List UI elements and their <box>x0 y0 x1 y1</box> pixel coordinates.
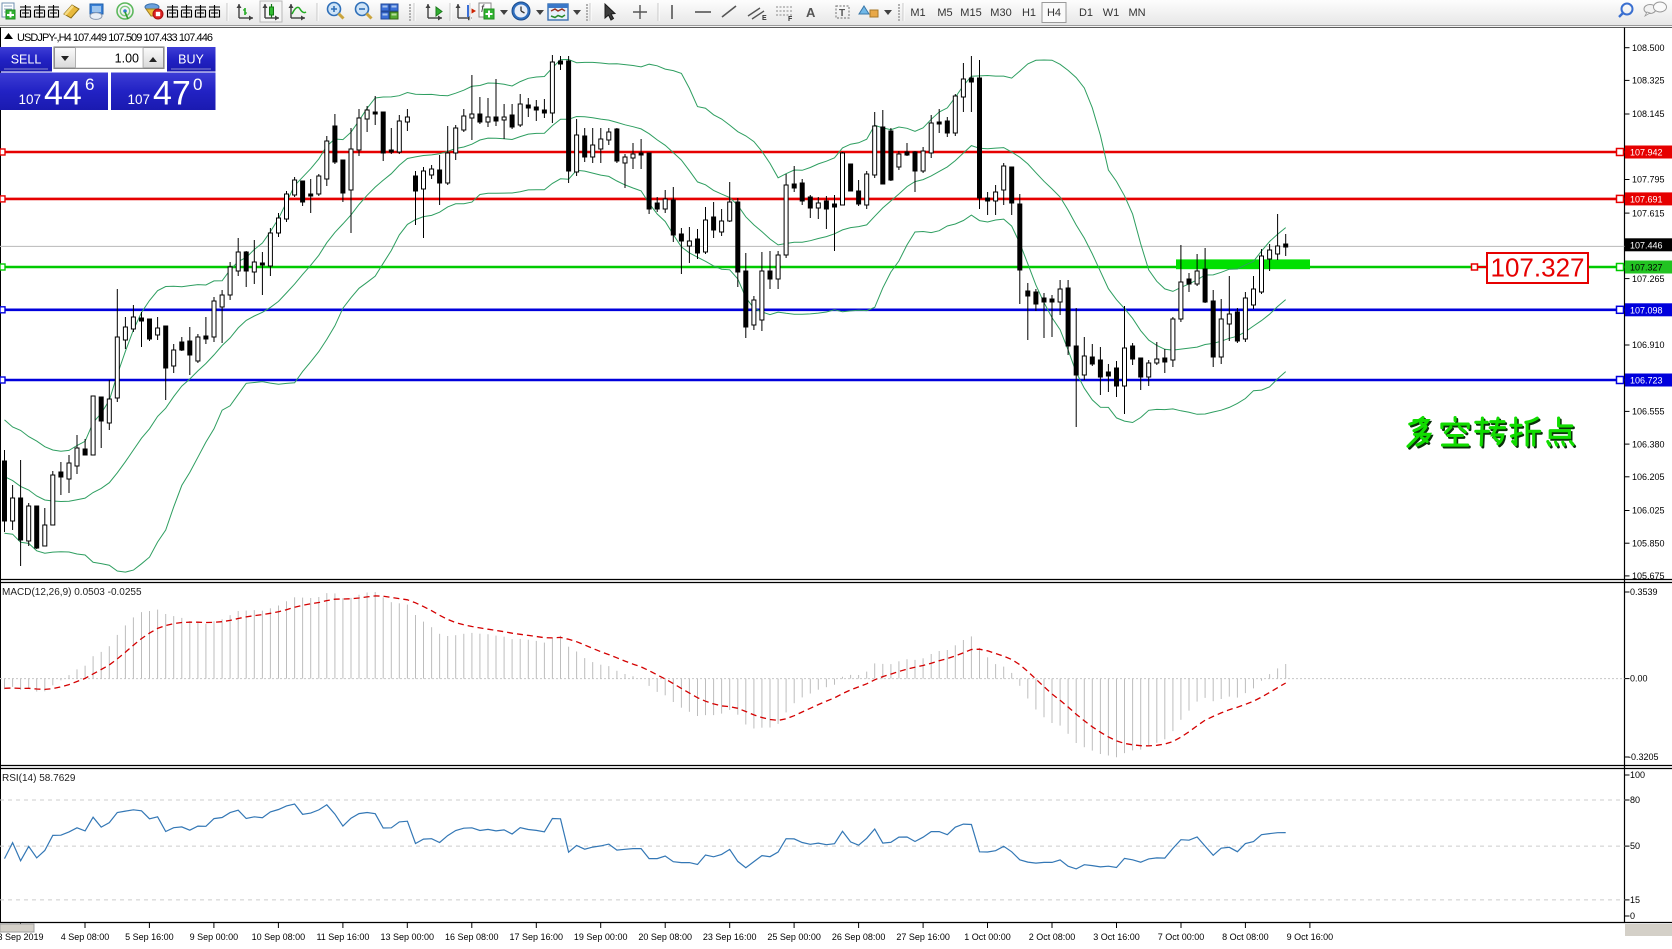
svg-text:M1: M1 <box>910 7 925 19</box>
svg-text:26 Sep 08:00: 26 Sep 08:00 <box>832 932 886 942</box>
svg-text:1 Oct 00:00: 1 Oct 00:00 <box>964 932 1011 942</box>
svg-text:0: 0 <box>1630 911 1635 921</box>
svg-text:H4: H4 <box>1047 7 1061 19</box>
svg-text:108.500: 108.500 <box>1632 43 1665 53</box>
svg-text:100: 100 <box>1630 770 1645 780</box>
svg-text:W1: W1 <box>1103 7 1120 19</box>
svg-text:RSI(14) 58.7629: RSI(14) 58.7629 <box>2 773 76 784</box>
svg-text:M15: M15 <box>960 7 981 19</box>
svg-text:USDJPY-,H4 107.449 107.509 107: USDJPY-,H4 107.449 107.509 107.433 107.4… <box>17 32 213 44</box>
svg-text:3 Sep 2019: 3 Sep 2019 <box>0 932 44 942</box>
svg-text:106.380: 106.380 <box>1632 439 1665 449</box>
svg-text:105.850: 105.850 <box>1632 538 1665 548</box>
svg-text:9 Sep 00:00: 9 Sep 00:00 <box>190 932 239 942</box>
svg-text:2 Oct 08:00: 2 Oct 08:00 <box>1029 932 1076 942</box>
svg-text:D1: D1 <box>1079 7 1093 19</box>
svg-text:50: 50 <box>1630 841 1640 851</box>
svg-text:0: 0 <box>193 75 202 94</box>
svg-text:0.3539: 0.3539 <box>1630 587 1658 597</box>
svg-text:27 Sep 16:00: 27 Sep 16:00 <box>896 932 950 942</box>
svg-text:107: 107 <box>127 92 150 107</box>
svg-text:107.795: 107.795 <box>1632 175 1665 185</box>
svg-text:5 Sep 16:00: 5 Sep 16:00 <box>125 932 174 942</box>
svg-text:44: 44 <box>44 75 82 113</box>
svg-text:9 Oct 16:00: 9 Oct 16:00 <box>1287 932 1334 942</box>
svg-text:107: 107 <box>18 92 41 107</box>
svg-text:17 Sep 16:00: 17 Sep 16:00 <box>510 932 564 942</box>
svg-text:20 Sep 08:00: 20 Sep 08:00 <box>638 932 692 942</box>
svg-text:105.675: 105.675 <box>1632 571 1665 581</box>
svg-text:6: 6 <box>85 75 94 94</box>
svg-text:107.446: 107.446 <box>1630 240 1663 250</box>
svg-text:E: E <box>762 15 767 22</box>
svg-text:106.205: 106.205 <box>1632 472 1665 482</box>
svg-text:8 Oct 08:00: 8 Oct 08:00 <box>1222 932 1269 942</box>
svg-text:47: 47 <box>153 75 191 113</box>
svg-text:1.00: 1.00 <box>115 52 139 66</box>
svg-text:106.723: 106.723 <box>1630 376 1663 386</box>
svg-text:H1: H1 <box>1022 7 1036 19</box>
svg-text:T: T <box>839 8 845 19</box>
svg-text:-0.3205: -0.3205 <box>1628 752 1659 762</box>
svg-text:10 Sep 08:00: 10 Sep 08:00 <box>252 932 306 942</box>
svg-text:107.327: 107.327 <box>1630 263 1663 273</box>
svg-text:108.145: 108.145 <box>1632 109 1665 119</box>
svg-text:108.325: 108.325 <box>1632 76 1665 86</box>
svg-text:BUY: BUY <box>178 53 204 67</box>
svg-text:M5: M5 <box>937 7 952 19</box>
svg-text:80: 80 <box>1630 795 1640 805</box>
svg-text:F: F <box>788 16 793 23</box>
svg-text:A: A <box>806 5 816 20</box>
svg-text:13 Sep 00:00: 13 Sep 00:00 <box>381 932 435 942</box>
svg-text:106.025: 106.025 <box>1632 506 1665 516</box>
svg-text:11 Sep 16:00: 11 Sep 16:00 <box>316 932 369 942</box>
svg-text:107.691: 107.691 <box>1630 194 1663 204</box>
svg-text:107.942: 107.942 <box>1630 148 1663 158</box>
svg-text:106.555: 106.555 <box>1632 407 1665 417</box>
svg-text:7 Oct 00:00: 7 Oct 00:00 <box>1158 932 1205 942</box>
svg-text:MACD(12,26,9) 0.0503 -0.0255: MACD(12,26,9) 0.0503 -0.0255 <box>2 587 142 598</box>
svg-text:23 Sep 16:00: 23 Sep 16:00 <box>703 932 757 942</box>
svg-text:107.265: 107.265 <box>1632 274 1665 284</box>
svg-text:107.615: 107.615 <box>1632 208 1665 218</box>
svg-text:4 Sep 08:00: 4 Sep 08:00 <box>61 932 110 942</box>
svg-text:SELL: SELL <box>11 53 42 67</box>
svg-text:106.910: 106.910 <box>1632 340 1665 350</box>
svg-text:M30: M30 <box>990 7 1011 19</box>
svg-text:3 Oct 16:00: 3 Oct 16:00 <box>1093 932 1140 942</box>
svg-text:0.00: 0.00 <box>1630 674 1648 684</box>
svg-text:f: f <box>481 4 485 15</box>
svg-text:107.327: 107.327 <box>1491 253 1585 283</box>
svg-text:107.098: 107.098 <box>1630 305 1663 315</box>
svg-text:25 Sep 00:00: 25 Sep 00:00 <box>767 932 821 942</box>
svg-text:19 Sep 00:00: 19 Sep 00:00 <box>574 932 628 942</box>
svg-text:MN: MN <box>1128 7 1145 19</box>
svg-text:15: 15 <box>1630 895 1640 905</box>
svg-text:16 Sep 08:00: 16 Sep 08:00 <box>445 932 499 942</box>
